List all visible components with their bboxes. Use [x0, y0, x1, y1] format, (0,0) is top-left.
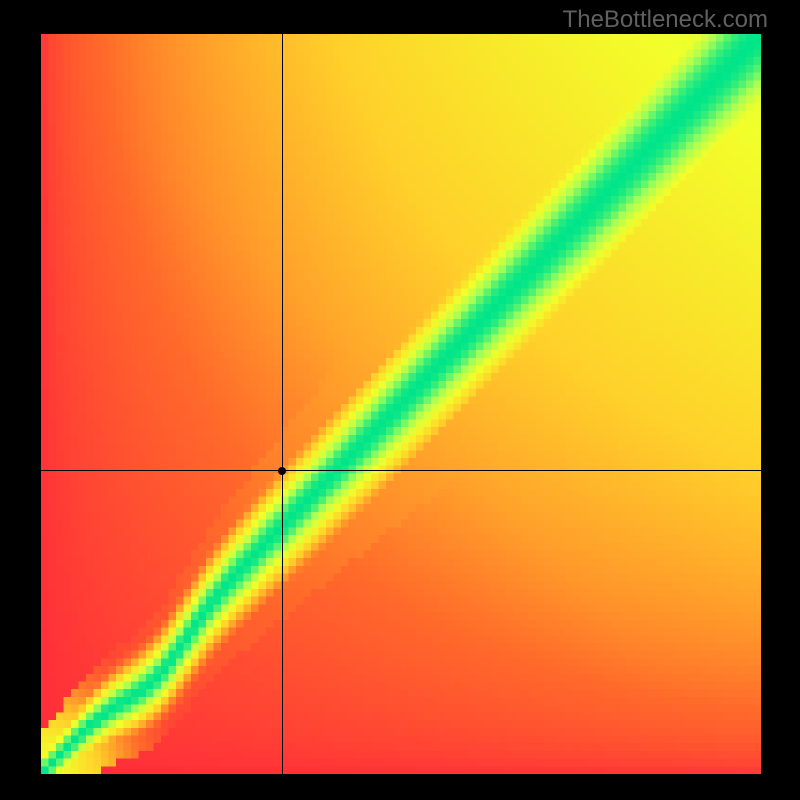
crosshair-horizontal: [41, 470, 761, 471]
heatmap-canvas: [41, 34, 761, 774]
crosshair-marker: [278, 467, 286, 475]
chart-container: TheBottleneck.com: [0, 0, 800, 800]
watermark-text: TheBottleneck.com: [563, 6, 768, 34]
crosshair-vertical: [282, 34, 283, 774]
